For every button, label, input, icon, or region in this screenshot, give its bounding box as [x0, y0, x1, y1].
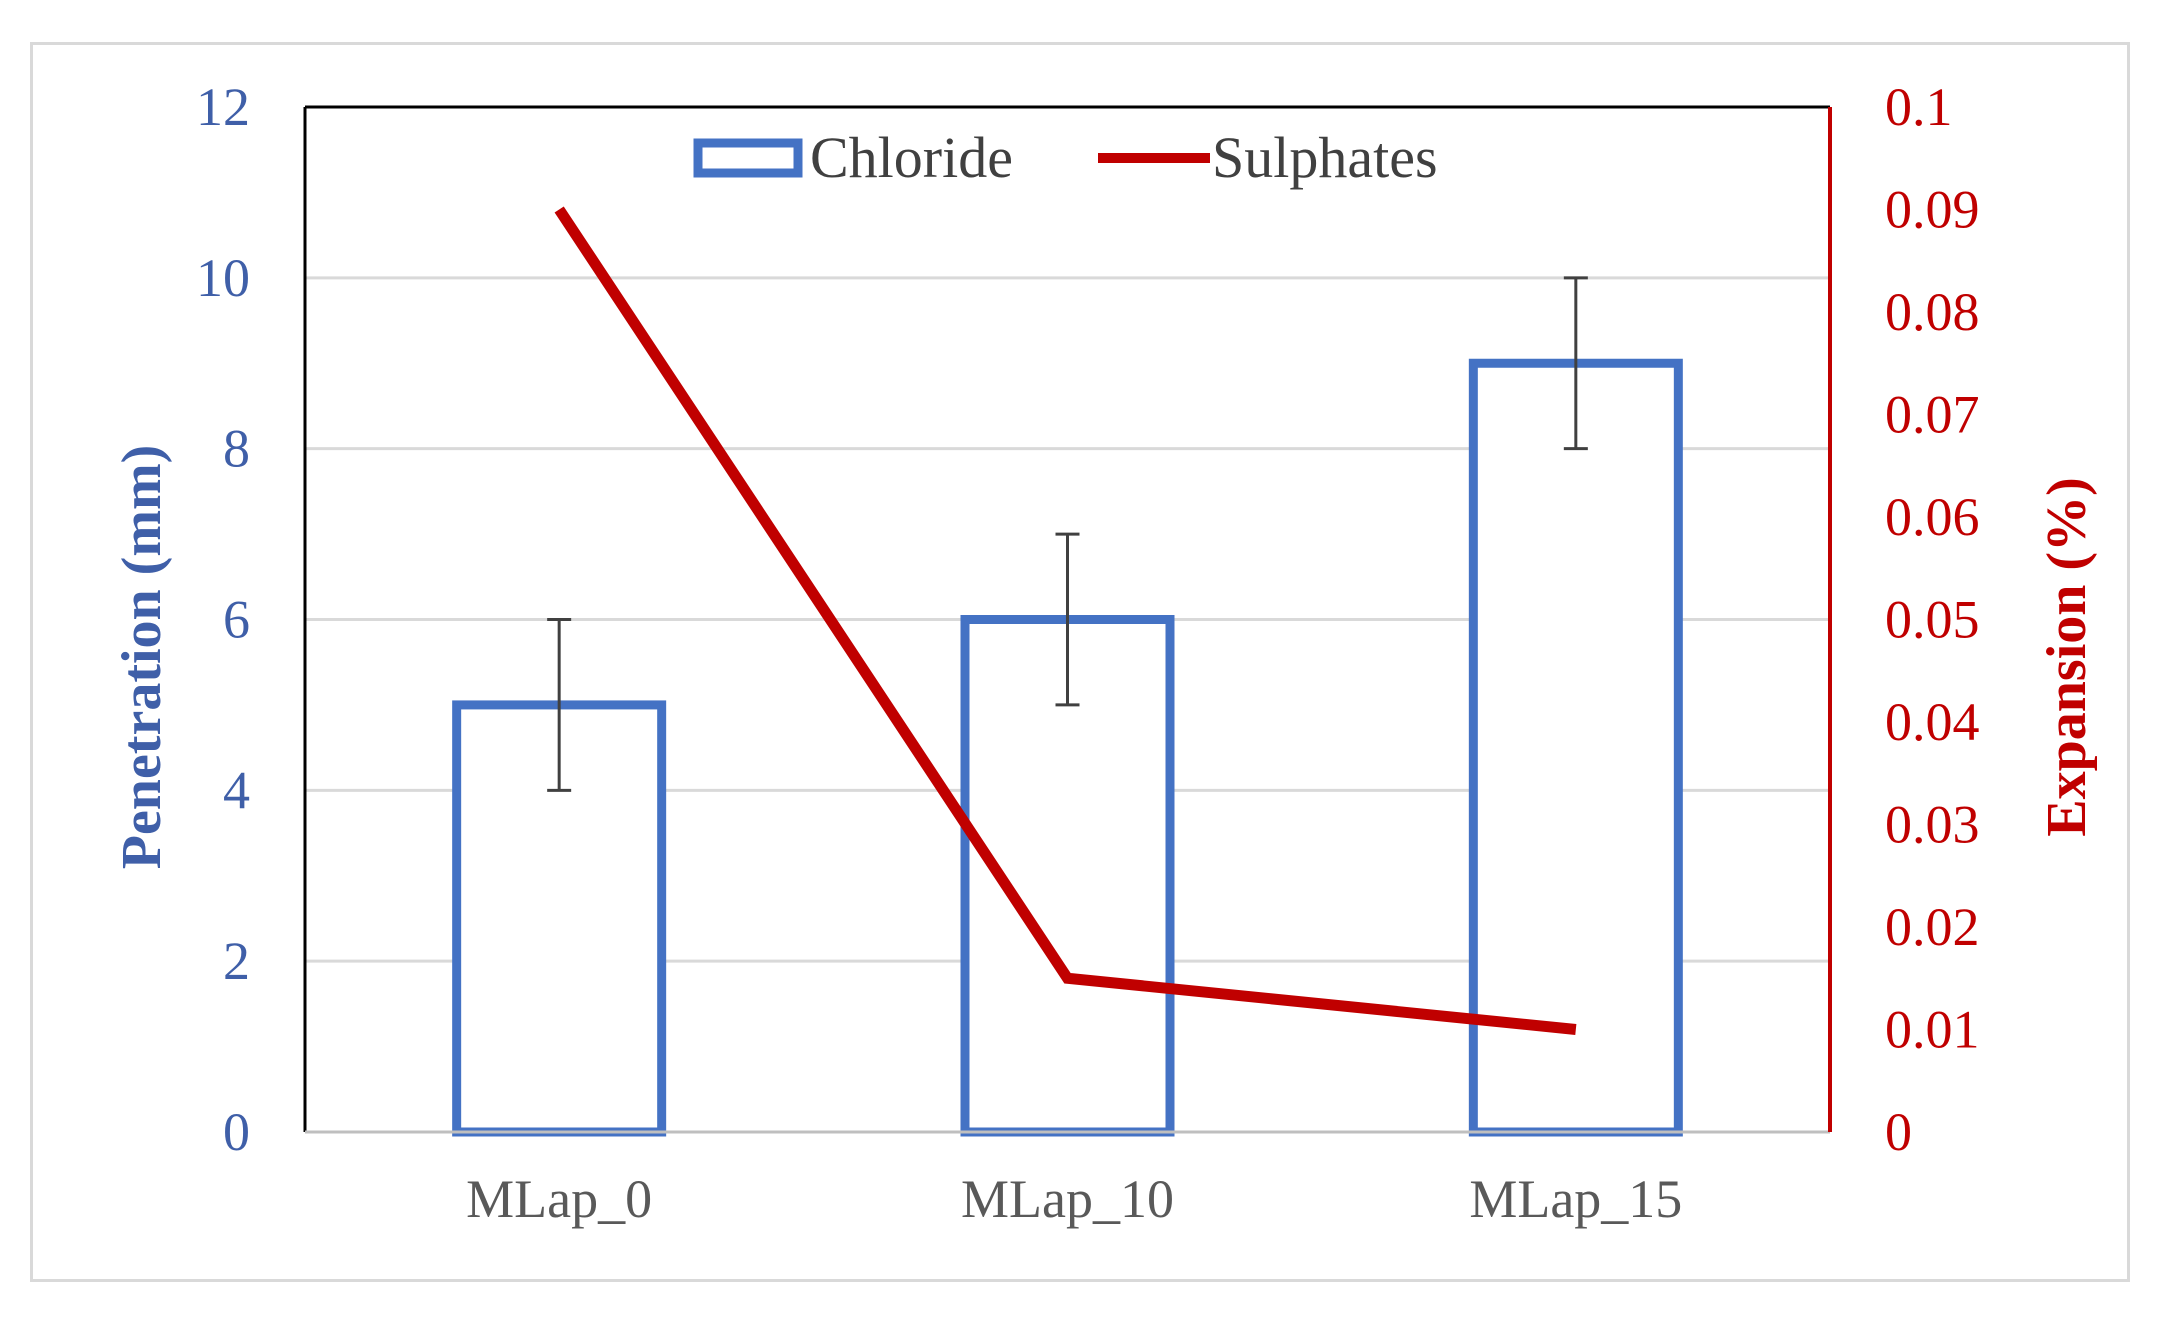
tick-labels: 0 2 4 6 8 10 12 0 0.01 0.02 0.03 0.04 0.05 0.06 0.07 0.… — [196, 77, 1980, 1229]
right-tick-label: 0.01 — [1885, 1000, 1980, 1060]
left-tick-label: 0 — [223, 1102, 250, 1162]
legend: Chloride Sulphates — [693, 125, 1438, 190]
right-tick-label: 0.08 — [1885, 282, 1980, 342]
legend-sulphates-label: Sulphates — [1212, 125, 1438, 190]
left-axis-title: Penetration (mm) — [111, 445, 173, 870]
left-tick-label: 8 — [223, 419, 250, 479]
legend-chloride-swatch — [693, 138, 803, 178]
right-tick-label: 0.04 — [1885, 692, 1980, 752]
right-tick-label: 0 — [1885, 1102, 1912, 1162]
left-tick-label: 10 — [196, 248, 250, 308]
sulphates-line — [554, 206, 1577, 1035]
right-tick-label: 0.07 — [1885, 385, 1980, 445]
right-tick-label: 0.1 — [1885, 77, 1953, 137]
chloride-bar — [1468, 358, 1683, 1137]
right-tick-label: 0.09 — [1885, 180, 1980, 240]
right-tick-label: 0.03 — [1885, 795, 1980, 855]
right-tick-label: 0.05 — [1885, 590, 1980, 650]
left-tick-label: 12 — [196, 77, 250, 137]
left-tick-label: 4 — [223, 760, 250, 820]
legend-chloride-label: Chloride — [810, 125, 1013, 190]
right-tick-label: 0.02 — [1885, 897, 1980, 957]
sulphates-line-group — [554, 206, 1577, 1035]
x-tick-label: MLap_15 — [1469, 1169, 1682, 1229]
left-tick-label: 6 — [223, 590, 250, 650]
left-tick-label: 2 — [223, 931, 250, 991]
x-tick-label: MLap_10 — [961, 1169, 1174, 1229]
right-axis-title: Expansion (%) — [2036, 477, 2098, 836]
error-bars — [547, 276, 1588, 792]
axes — [303, 105, 1832, 1134]
right-tick-label: 0.06 — [1885, 487, 1980, 547]
x-tick-label: MLap_0 — [466, 1169, 652, 1229]
